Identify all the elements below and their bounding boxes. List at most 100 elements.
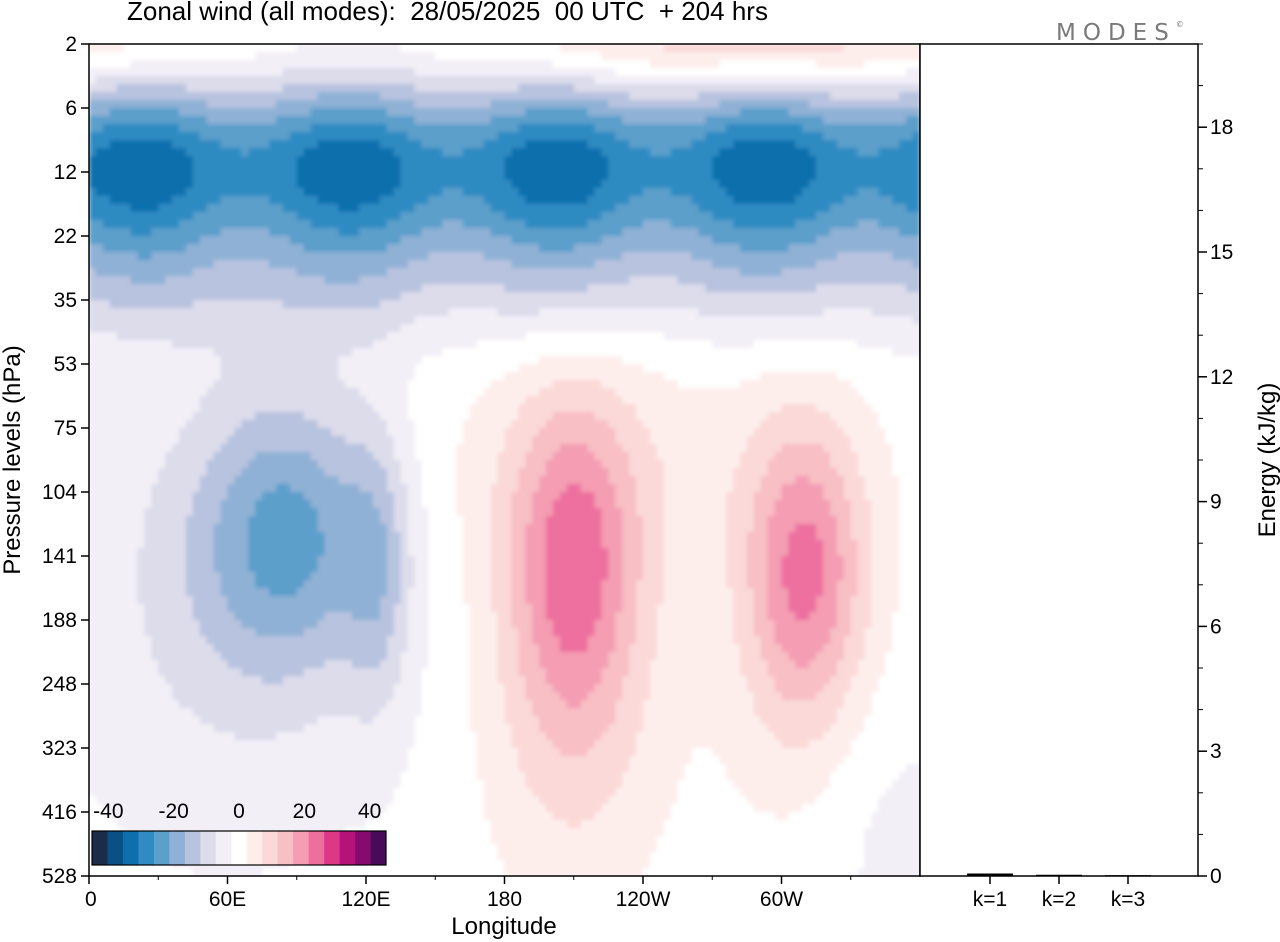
heatmap-cell [123,316,132,325]
heatmap-cell [552,324,561,333]
heatmap-cell [906,52,914,61]
heatmap-cell [857,308,866,317]
heatmap-cell [511,348,519,357]
heatmap-cell [95,100,104,109]
heatmap-cell [760,356,769,365]
heatmap-cell [269,132,277,141]
heatmap-cell [269,140,277,149]
heatmap-cell [234,164,242,173]
heatmap-cell [359,60,367,69]
heatmap-cell [213,324,222,333]
heatmap-cell [684,164,693,173]
heatmap-cell [726,52,734,61]
heatmap-cell [809,252,817,261]
heatmap-cell [414,268,422,277]
heatmap-cell [303,284,312,293]
heatmap-cell [449,156,457,165]
heatmap-cell [559,164,568,173]
heatmap-cell [179,196,187,205]
heatmap-cell [767,276,776,285]
heatmap-cell [601,340,609,349]
heatmap-cell [165,348,173,357]
heatmap-cell [442,236,450,245]
heatmap-cell [684,332,693,341]
heatmap-cell [643,252,651,261]
heatmap-cell [338,116,346,125]
heatmap-cell [137,52,145,61]
heatmap-cell [379,132,388,141]
heatmap-cell [552,116,561,125]
heatmap-cell [539,76,547,85]
heatmap-cell [649,364,658,373]
heatmap-cell [192,364,201,373]
heatmap-cell [719,148,727,157]
heatmap-cell [594,148,603,157]
heatmap-cell [185,68,194,77]
heatmap-cell [809,204,817,213]
heatmap-cell [144,324,152,333]
heatmap-cell [324,260,332,269]
heatmap-cell [698,364,706,373]
heatmap-cell [296,92,305,101]
heatmap-cell [366,76,374,85]
heatmap-cell [213,52,222,61]
heatmap-cell [213,180,222,189]
heatmap-cell [726,356,734,365]
heatmap-cell [435,292,443,301]
heatmap-cell [559,148,568,157]
heatmap-cell [816,300,824,309]
heatmap-cell [511,324,519,333]
heatmap-cell [913,324,920,333]
heatmap-cell [525,228,533,237]
heatmap-cell [449,268,457,277]
heatmap-cell [615,156,623,165]
heatmap-cell [663,324,672,333]
heatmap-cell [857,196,866,205]
heatmap-cell [878,108,886,117]
heatmap-cell [788,116,796,125]
heatmap-cell [566,60,575,69]
heatmap-cell [829,156,838,165]
heatmap-cell [504,244,513,253]
heatmap-cell [649,228,658,237]
heatmap-cell [262,260,270,269]
heatmap-cell [213,308,222,317]
heatmap-cell [511,340,519,349]
heatmap-cell [656,284,665,293]
heatmap-cell [580,220,589,229]
heatmap-cell [587,316,596,325]
heatmap-cell [206,308,215,317]
heatmap-cell [379,228,388,237]
heatmap-cell [435,108,443,117]
heatmap-cell [414,220,422,229]
heatmap-cell [656,180,665,189]
heatmap-cell [518,284,526,293]
heatmap-cell [781,300,790,309]
heatmap-cell [386,108,395,117]
heatmap-cell [566,196,575,205]
heatmap-cell [414,252,422,261]
heatmap-cell [857,156,866,165]
heatmap-cell [303,308,312,317]
heatmap-cell [802,124,810,133]
heatmap-cell [151,76,159,85]
heatmap-cell [352,260,360,269]
heatmap-cell [89,284,97,293]
heatmap-cell [823,148,831,157]
heatmap-cell [532,228,540,237]
heatmap-cell [372,76,381,85]
heatmap-cell [192,324,201,333]
heatmap-cell [227,68,236,77]
heatmap-cell [532,268,540,277]
heatmap-cell [559,324,568,333]
heatmap-cell [241,180,249,189]
heatmap-cell [594,300,603,309]
heatmap-cell [442,204,450,213]
heatmap-cell [656,44,665,53]
heatmap-cell [677,364,686,373]
heatmap-cell [691,236,699,245]
heatmap-cell [449,220,457,229]
heatmap-cell [809,140,817,149]
heatmap-cell [712,220,720,229]
heatmap-cell [677,284,686,293]
